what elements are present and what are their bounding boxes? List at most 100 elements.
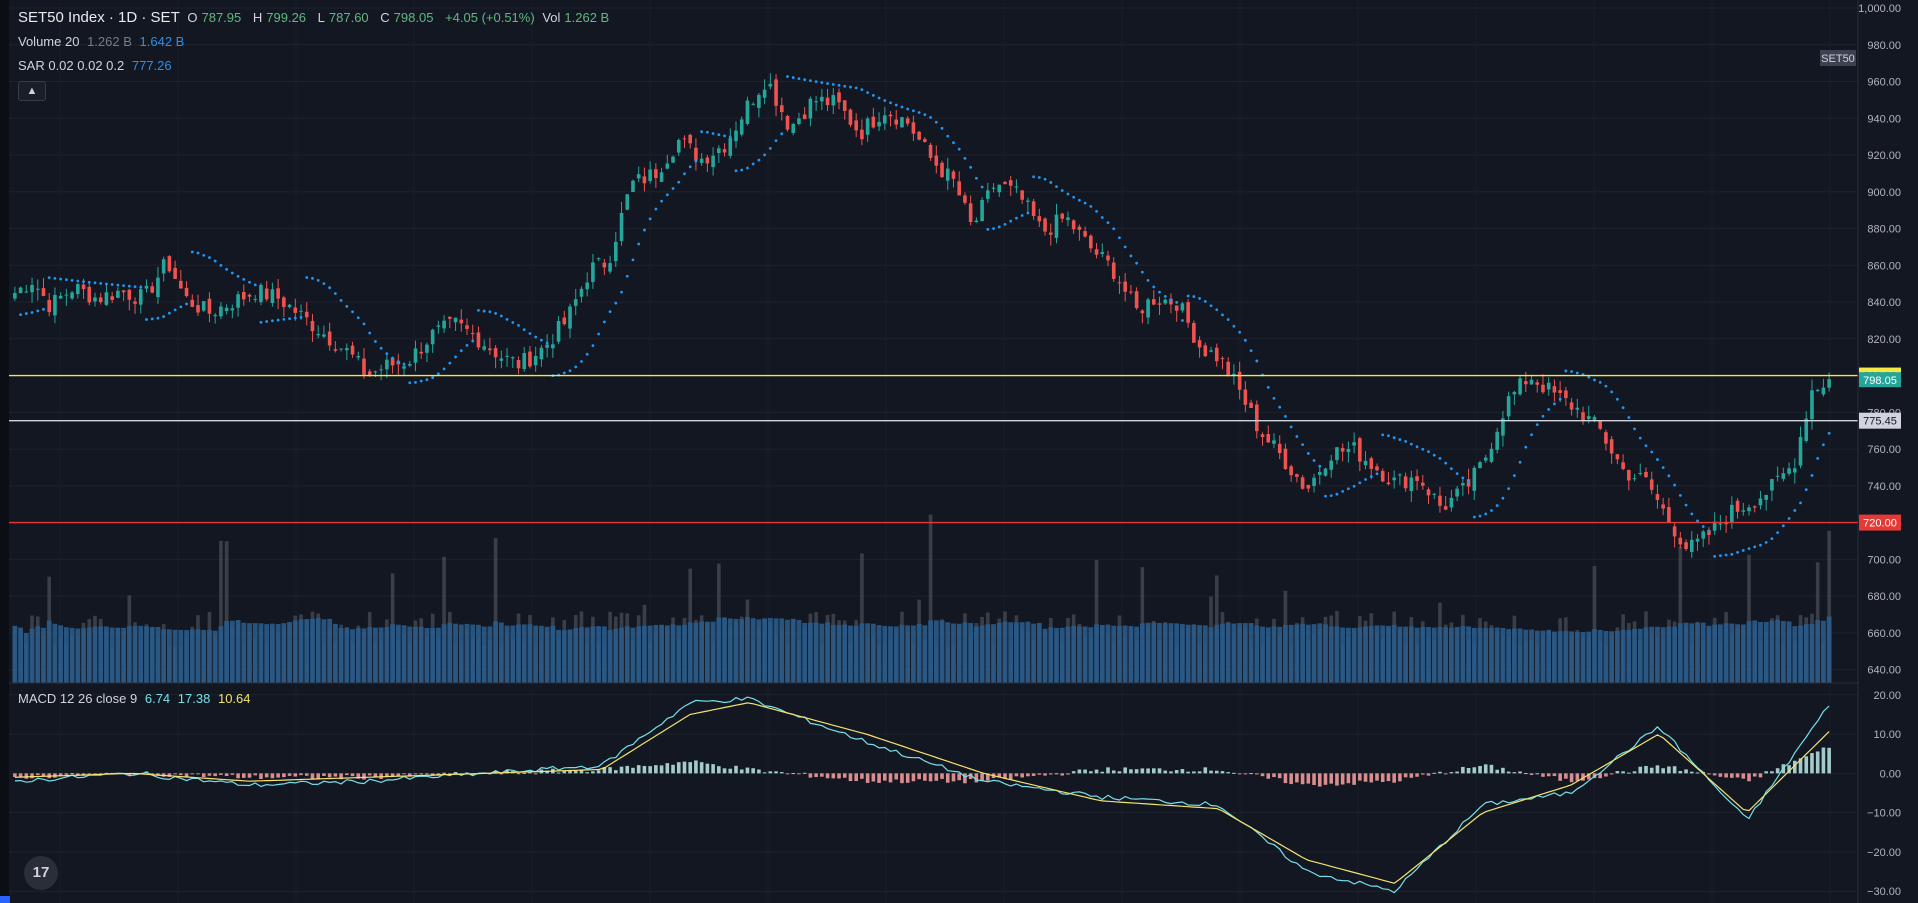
macd-histogram-bar — [516, 773, 521, 775]
candle-body — [1689, 539, 1694, 552]
sar-dot — [826, 82, 829, 85]
volume-ma-bar — [1677, 623, 1683, 683]
symbol-title[interactable]: SET50 Index · 1D · SET — [18, 9, 180, 26]
candle-body — [1564, 390, 1568, 399]
sar-dot — [963, 157, 967, 160]
sar-dot — [683, 172, 686, 176]
macd-histogram-bar — [911, 773, 916, 782]
sar-dot — [660, 199, 663, 203]
volume-ma-bar — [710, 621, 716, 683]
price-tick-label: 640.00 — [1867, 665, 1901, 677]
macd-histogram-bar — [1667, 766, 1671, 774]
macd-histogram-bar — [694, 760, 698, 774]
macd-histogram-bar — [1249, 773, 1253, 775]
volume-ma-bar — [332, 623, 338, 683]
horizontal-line-label-bg — [1859, 412, 1901, 429]
candle-body — [940, 162, 944, 178]
volume-ma-bar — [1523, 629, 1529, 683]
candle-body — [905, 118, 910, 124]
collapse-legend-button[interactable]: ▲ — [18, 81, 46, 101]
sar-dot — [1203, 299, 1207, 303]
macd-histogram-bar — [1598, 773, 1603, 779]
sar-dot — [465, 343, 469, 347]
macd-histogram-bar — [1369, 773, 1374, 783]
volume-ma-bar — [945, 622, 951, 683]
volume-ma-bar — [1443, 627, 1449, 683]
macd-histogram-bar — [1655, 765, 1660, 774]
macd-histogram-bar — [1672, 766, 1677, 774]
volume-ma-bar — [1105, 624, 1111, 683]
candle-body — [35, 288, 40, 290]
candle-body — [1003, 181, 1007, 185]
macd-histogram-bar — [882, 773, 887, 781]
macd-histogram-bar — [562, 770, 567, 774]
volume-ma-bar — [1317, 623, 1323, 683]
macd-histogram-bar — [1787, 765, 1791, 774]
candle-body — [156, 277, 160, 298]
sar-dot — [1570, 370, 1573, 373]
macd-histogram-bar — [1094, 769, 1099, 774]
macd-histogram-bar — [1684, 769, 1688, 774]
sar-dot — [540, 338, 543, 342]
macd-legend[interactable]: MACD 12 26 close 9 6.74 17.38 10.64 — [18, 691, 255, 706]
sar-dot — [116, 283, 120, 287]
macd-histogram-bar — [842, 773, 847, 778]
macd-histogram-bar — [1163, 770, 1168, 774]
volume-ma-bar — [1168, 623, 1174, 683]
sar-dot — [866, 91, 870, 95]
volume-ma-bar — [1162, 623, 1168, 683]
sar-dot — [631, 258, 635, 262]
macd-histogram-bar — [1140, 768, 1145, 774]
sar-dot — [711, 132, 715, 135]
candle-body — [1798, 436, 1803, 466]
volume-ma-bar — [121, 627, 127, 683]
volume-ma-bar — [292, 620, 298, 683]
sar-dot — [1072, 195, 1076, 199]
volume-legend[interactable]: Volume 20 1.262 B 1.642 B — [18, 34, 188, 49]
sar-dot — [665, 193, 669, 197]
sar-dot — [780, 132, 784, 136]
candle-body — [728, 138, 733, 156]
macd-histogram-bar — [802, 772, 807, 774]
candle-body — [1598, 421, 1603, 429]
sar-dot — [591, 344, 595, 348]
volume-bar — [1678, 546, 1683, 683]
volume-ma-bar — [275, 624, 281, 683]
candle-body — [322, 334, 326, 337]
candle-body — [356, 356, 361, 358]
low-value: 787.60 — [328, 10, 369, 25]
macd-histogram-bar — [1209, 770, 1213, 774]
volume-ma-bar — [1288, 624, 1294, 683]
candle-body — [453, 317, 458, 323]
sar-dot — [717, 133, 721, 137]
macd-histogram-bar — [1174, 770, 1179, 774]
volume-ma-bar — [1477, 627, 1483, 683]
macd-histogram-bar — [1083, 769, 1087, 774]
candle-body — [1174, 305, 1179, 311]
volume-ma-bar — [1054, 628, 1059, 683]
candle-body — [585, 282, 589, 290]
candle-body — [1283, 448, 1288, 470]
volume-ma-bar — [1002, 621, 1008, 683]
sar-legend[interactable]: SAR 0.02 0.02 0.2 777.26 — [18, 58, 176, 73]
sar-dot — [1140, 270, 1144, 274]
macd-histogram-bar — [402, 773, 406, 775]
sar-dot — [162, 315, 166, 318]
candle-body — [1031, 201, 1036, 217]
sar-dot — [1650, 450, 1654, 454]
candle-body — [1655, 494, 1660, 500]
candle-body — [81, 284, 86, 290]
tradingview-logo[interactable]: 17 — [24, 856, 58, 890]
candle-body — [287, 304, 292, 308]
volume-ma-bar — [247, 623, 252, 683]
macd-histogram-bar — [201, 773, 206, 778]
volume-ma-bar — [956, 623, 962, 683]
macd-histogram-bar — [213, 773, 217, 777]
candle-body — [350, 345, 355, 355]
macd-histogram-bar — [1472, 767, 1477, 774]
volume-ma-bar — [338, 628, 344, 683]
macd-histogram-bar — [1220, 771, 1225, 774]
macd-histogram-bar — [625, 765, 630, 774]
macd-histogram-bar — [665, 763, 670, 774]
